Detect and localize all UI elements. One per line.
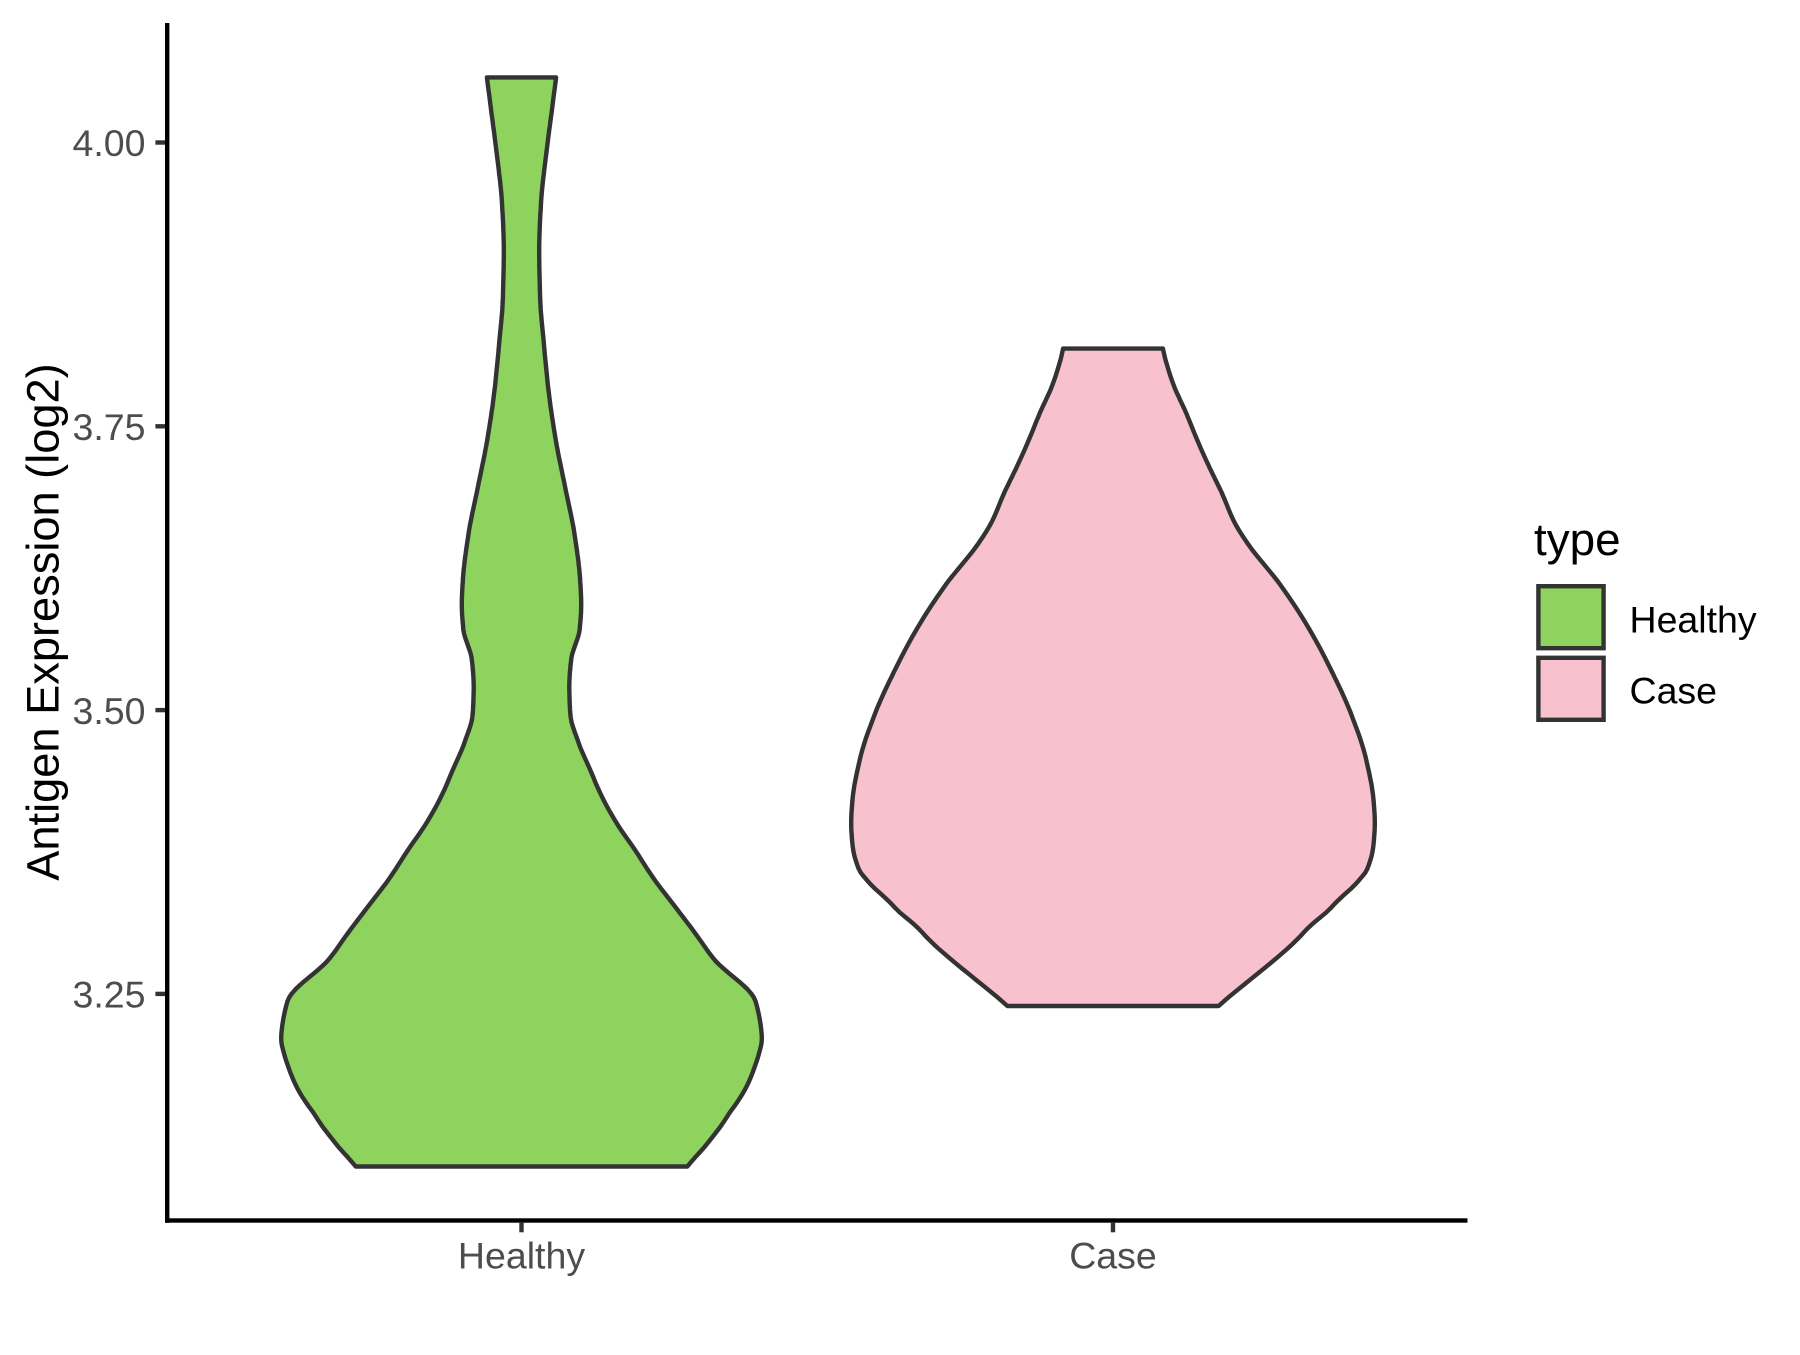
svg-text:type: type (1534, 514, 1621, 565)
svg-text:3.50: 3.50 (73, 690, 146, 732)
svg-text:Case: Case (1630, 670, 1718, 712)
svg-text:Healthy: Healthy (1630, 599, 1757, 641)
svg-text:Antigen Expression (log2): Antigen Expression (log2) (18, 363, 69, 880)
svg-text:4.00: 4.00 (73, 122, 146, 164)
svg-text:3.25: 3.25 (73, 974, 146, 1016)
svg-text:Healthy: Healthy (458, 1235, 585, 1277)
svg-text:Case: Case (1069, 1235, 1157, 1277)
svg-text:3.75: 3.75 (73, 406, 146, 448)
